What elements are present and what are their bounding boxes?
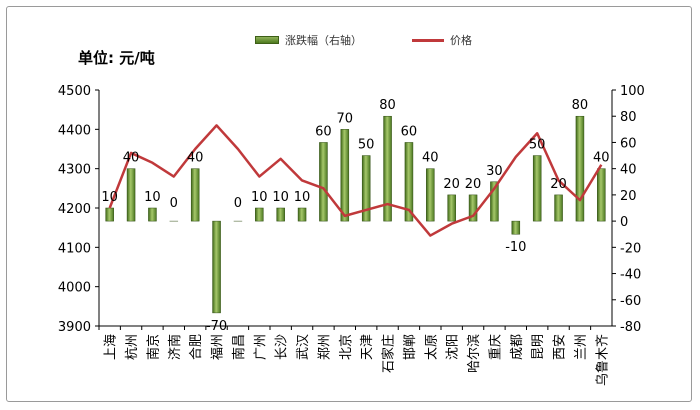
bar-data-label: 60	[401, 124, 418, 139]
bar-data-label: 0	[170, 196, 178, 211]
legend-item-line: 价格	[412, 32, 472, 48]
y-right-tick-label: 40	[620, 163, 637, 178]
bar	[319, 142, 328, 222]
x-tick-label: 太原	[424, 334, 439, 360]
x-tick-label: 南昌	[231, 334, 247, 360]
y-left-tick-label: 4300	[58, 163, 91, 178]
bar	[361, 155, 371, 222]
bar-data-label: 10	[272, 190, 289, 205]
bar	[404, 142, 414, 222]
bar	[148, 207, 157, 222]
bar-data-label: 20	[550, 177, 567, 192]
legend-label-line: 价格	[450, 34, 472, 47]
bar	[297, 207, 307, 222]
x-tick-label: 广州	[253, 334, 268, 360]
y-left-tick-label: 4200	[58, 202, 91, 217]
x-tick-label: 邯郸	[403, 334, 418, 360]
legend-swatch-line	[412, 38, 444, 42]
bar-data-label: -70	[206, 319, 227, 334]
bar-data-label: 40	[123, 151, 140, 166]
y-right-tick-label: -20	[620, 241, 641, 256]
bar	[255, 207, 264, 222]
y-right-tick-label: -40	[620, 268, 641, 283]
y-right-tick-label: 80	[620, 110, 637, 125]
x-tick-label: 天津	[360, 334, 375, 360]
bar-data-label: 60	[315, 124, 332, 139]
bar	[532, 155, 542, 222]
y-right-tick-label: -60	[620, 294, 641, 309]
bar-data-label: 10	[144, 190, 161, 205]
bar	[383, 115, 392, 222]
bar	[426, 168, 435, 222]
bar-data-label: 20	[465, 177, 482, 192]
x-tick-label: 郑州	[317, 334, 332, 360]
bar	[447, 194, 456, 222]
x-tick-label: 长沙	[275, 334, 290, 360]
x-tick-label: 北京	[339, 334, 354, 360]
bar-data-label: 20	[443, 177, 460, 192]
x-tick-label: 杭州	[125, 334, 140, 360]
bar	[212, 220, 221, 314]
bar-data-label: 40	[593, 151, 610, 166]
bar	[575, 115, 585, 222]
y-right-tick-label: 100	[620, 84, 645, 99]
bar	[511, 220, 521, 235]
y-left-tick-label: 4000	[58, 281, 91, 296]
y-right-tick-label: 0	[620, 215, 628, 230]
bar-data-label: -10	[505, 240, 526, 255]
x-tick-label: 西安	[553, 334, 568, 360]
bar-data-label: 40	[187, 151, 204, 166]
bar	[126, 168, 136, 222]
x-tick-label: 重庆	[487, 334, 503, 360]
bar-data-label: 10	[101, 190, 118, 205]
bar	[105, 207, 114, 222]
x-tick-label: 上海	[104, 334, 119, 360]
bar	[340, 129, 350, 222]
bar-data-label: 0	[234, 196, 242, 211]
bar	[597, 168, 606, 222]
x-tick-label: 哈尔滨	[466, 334, 482, 373]
y-right-tick-label: 60	[620, 136, 637, 151]
x-tick-label: 福州	[211, 334, 226, 360]
legend-item-bars: 涨跌幅（右轴）	[255, 32, 362, 48]
x-tick-label: 沈阳	[446, 334, 461, 360]
x-tick-label: 乌鲁木齐	[594, 334, 610, 386]
bar-data-label: 10	[251, 190, 268, 205]
bar-data-label: 50	[529, 138, 546, 153]
y-right-tick-label: 20	[620, 189, 637, 204]
price-line	[108, 124, 603, 237]
x-tick-label: 成都	[510, 334, 525, 360]
x-tick-label: 兰州	[574, 334, 589, 360]
bar	[190, 168, 200, 222]
bar-data-label: 30	[486, 164, 503, 179]
y-right-tick-label: -80	[620, 320, 641, 335]
x-tick-label: 昆明	[531, 334, 546, 360]
y-left-tick-label: 4500	[58, 84, 91, 99]
bar	[468, 194, 478, 222]
y-left-tick-label: 4400	[58, 123, 91, 138]
bar-data-label: 70	[337, 111, 354, 126]
bar-data-label: 10	[294, 190, 311, 205]
bar	[554, 194, 563, 222]
legend-label-bars: 涨跌幅（右轴）	[285, 34, 362, 47]
x-tick-label: 合肥	[189, 334, 204, 360]
y-left-tick-label: 4100	[58, 241, 91, 256]
bar	[276, 207, 285, 222]
x-tick-label: 南京	[145, 334, 161, 360]
bar	[490, 181, 499, 222]
bar-data-label: 80	[379, 98, 396, 113]
x-tick-label: 济南	[167, 334, 183, 360]
legend-swatch-bars	[255, 36, 279, 44]
bar-data-label: 40	[422, 151, 439, 166]
y-left-tick-label: 3900	[58, 320, 91, 335]
x-tick-label: 武汉	[296, 334, 311, 360]
bar-data-label: 50	[358, 138, 375, 153]
bar-data-label: 80	[572, 98, 589, 113]
unit-label: 单位: 元/吨	[78, 49, 155, 67]
x-tick-label: 石家庄	[381, 334, 397, 373]
